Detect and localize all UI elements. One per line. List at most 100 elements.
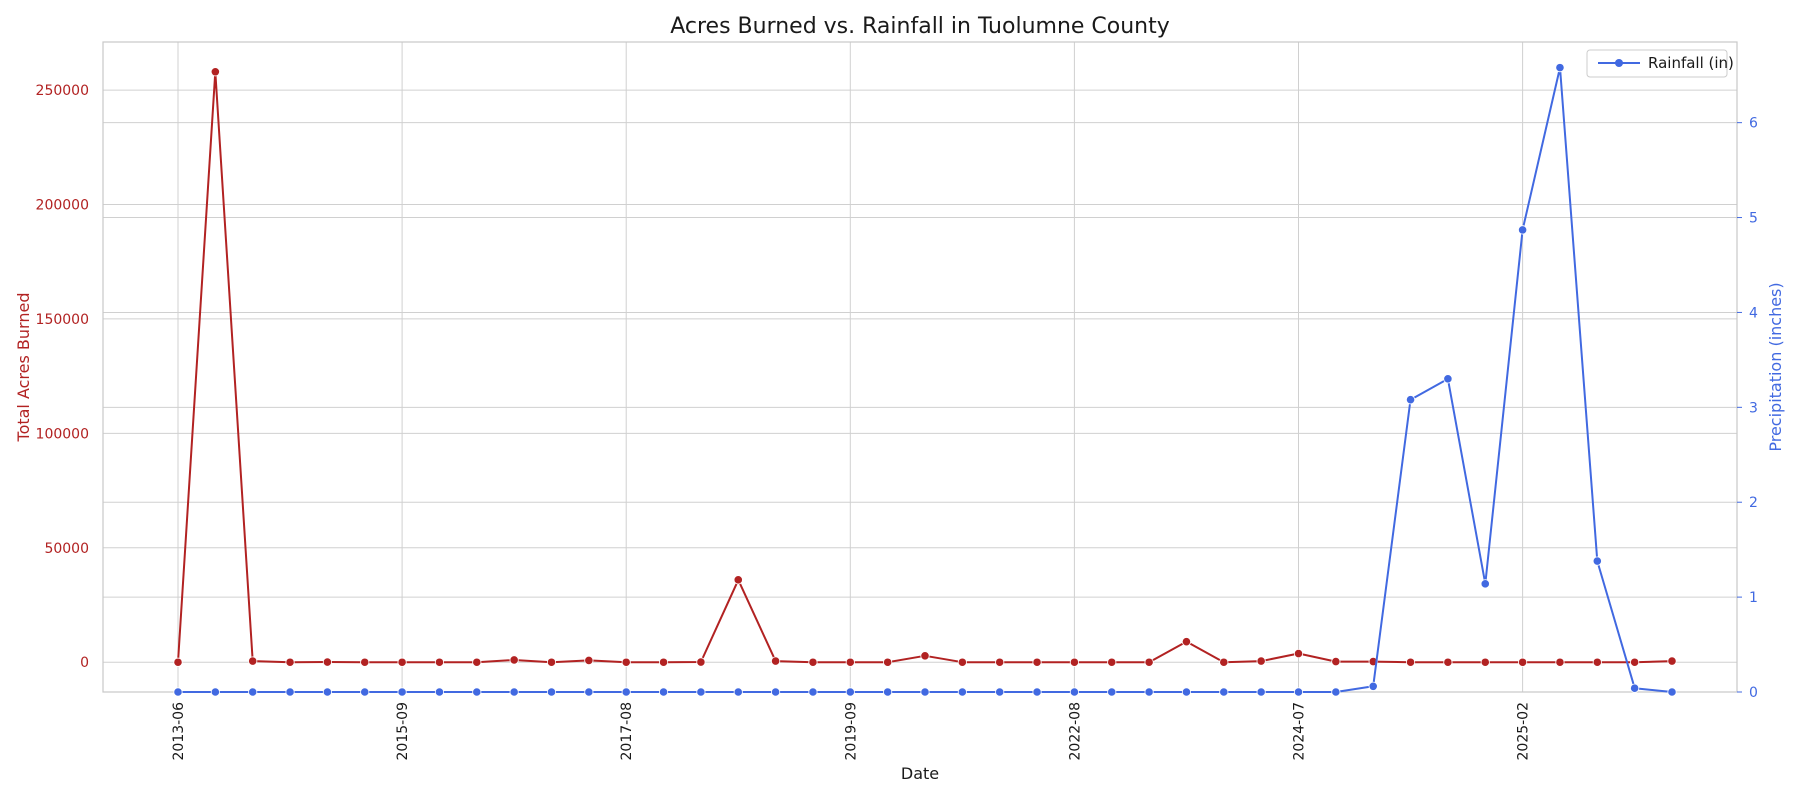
series-acres-point (584, 655, 594, 666)
series-acres-point (883, 657, 893, 667)
series-acres-point (1592, 657, 1602, 667)
series-rain-point (248, 687, 258, 697)
series-acres-point (1331, 656, 1341, 667)
y-left-tick-label: 0 (80, 655, 89, 671)
series-acres-point (658, 657, 669, 667)
series-rain-point (397, 687, 407, 697)
x-tick-label: 2017-08 (619, 702, 635, 761)
legend-rain-label: Rainfall (in) (1648, 54, 1734, 72)
series-rain-point (322, 687, 332, 697)
series-rain-point (584, 687, 594, 697)
series-rain-point (920, 687, 930, 697)
series-acres-point (248, 656, 258, 666)
y-right-tick-label: 0 (1749, 685, 1758, 701)
y-left-tick-label: 200000 (36, 198, 89, 214)
x-tick-label: 2025-02 (1516, 702, 1532, 761)
series-acres-point (733, 575, 743, 585)
series-rain-point (995, 687, 1005, 697)
series-rain-point (1293, 687, 1304, 697)
series-layer (173, 63, 1677, 697)
series-rain-point (1630, 683, 1640, 693)
series-rain-point (621, 687, 631, 697)
series-rain-point (1181, 687, 1192, 697)
series-rain-point (1219, 687, 1229, 697)
series-rain-point (1144, 687, 1154, 697)
series-rain-point (285, 687, 295, 697)
x-axis-label: Date (901, 764, 939, 783)
grid-layer (103, 42, 1737, 693)
series-acres-point (1667, 656, 1677, 666)
series-acres-point (1630, 657, 1640, 667)
series-rain-point (1107, 687, 1117, 697)
series-acres-point (1405, 657, 1416, 667)
chart-title: Acres Burned vs. Rainfall in Tuolumne Co… (670, 14, 1170, 39)
series-rain-point (210, 687, 220, 697)
series-acres-point (1443, 657, 1453, 667)
series-rain-point (1069, 687, 1080, 697)
series-rain-point (472, 687, 482, 697)
series-acres-point (1555, 657, 1565, 667)
y-left-tick-label: 100000 (36, 426, 89, 442)
series-rain-point (1592, 556, 1602, 566)
y-axis-left-label: Total Acres Burned (14, 293, 33, 443)
x-tick-label: 2024-07 (1292, 702, 1308, 761)
series-acres-point (1032, 657, 1042, 667)
series-rain-point (1331, 687, 1341, 697)
series-rain-point (360, 687, 370, 697)
series-acres-point (845, 657, 855, 667)
y-right-tick-label: 3 (1749, 400, 1758, 416)
y-left-tick-label: 150000 (36, 312, 89, 328)
x-tick-label: 2019-09 (843, 702, 859, 761)
series-rain-point (1405, 395, 1416, 405)
series-rain-point (173, 687, 183, 697)
y-left-tick-label: 50000 (44, 541, 89, 557)
series-rain-point (845, 687, 855, 697)
plot-frame (102, 41, 1738, 693)
series-acres-point (397, 657, 407, 667)
series-acres-point (621, 657, 631, 667)
series-acres-point (1256, 656, 1266, 666)
legend-rain-marker (1615, 59, 1623, 67)
series-rain-point (1256, 687, 1266, 697)
y-right-tick-label: 1 (1749, 590, 1758, 606)
series-rain-point (770, 687, 781, 697)
series-acres-point (472, 657, 482, 667)
series-rain-point (1518, 225, 1528, 235)
series-acres-point (808, 657, 818, 667)
y-left-tick-label: 250000 (36, 83, 89, 99)
series-rain-point (733, 687, 743, 697)
series-acres-point (1107, 657, 1117, 667)
x-tick-label: 2015-09 (395, 702, 411, 761)
y-right-tick-label: 2 (1749, 495, 1758, 511)
series-acres-point (1219, 657, 1229, 667)
series-acres-point (696, 657, 706, 667)
legend-box (1586, 49, 1728, 78)
series-rain-point (696, 687, 706, 697)
series-acres-point (1069, 657, 1080, 667)
series-acres-point (360, 657, 370, 667)
series-rain-point (1480, 579, 1490, 589)
series-rain-point (1368, 681, 1378, 691)
series-acres-point (995, 657, 1005, 667)
legend[interactable]: Rainfall (in) (1586, 49, 1734, 78)
series-acres-point (434, 657, 445, 667)
series-rain-point (1032, 687, 1042, 697)
series-rain-point (1555, 63, 1565, 73)
series-acres-point (1181, 637, 1192, 647)
series-acres-point (957, 657, 967, 667)
series-acres-point (322, 657, 332, 667)
series-rain-point (546, 687, 557, 697)
x-tick-label: 2013-06 (171, 702, 187, 761)
series-rain-point (1667, 687, 1677, 697)
series-acres-point (920, 651, 930, 661)
y-right-tick-label: 5 (1749, 211, 1758, 227)
series-rain-point (1443, 374, 1453, 384)
series-acres-point (1518, 657, 1528, 667)
series-acres-point (173, 657, 183, 667)
series-acres-point (285, 657, 295, 667)
series-acres-point (210, 67, 220, 77)
series-acres-point (1293, 648, 1304, 659)
series-rain-point (658, 687, 669, 697)
series-acres-point (770, 656, 781, 666)
